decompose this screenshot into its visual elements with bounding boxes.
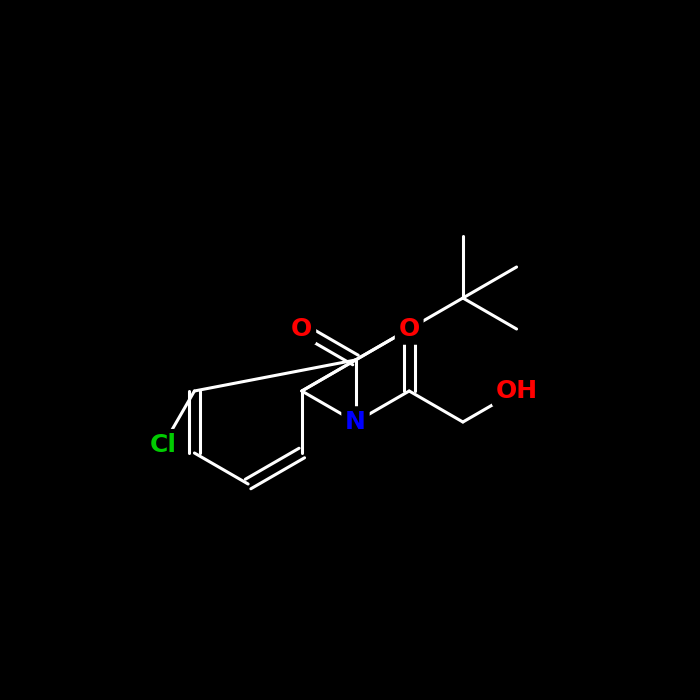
Text: O: O [398, 317, 420, 341]
Text: Cl: Cl [150, 433, 177, 456]
Text: OH: OH [496, 379, 538, 403]
Text: O: O [291, 317, 312, 341]
Text: N: N [345, 410, 366, 434]
